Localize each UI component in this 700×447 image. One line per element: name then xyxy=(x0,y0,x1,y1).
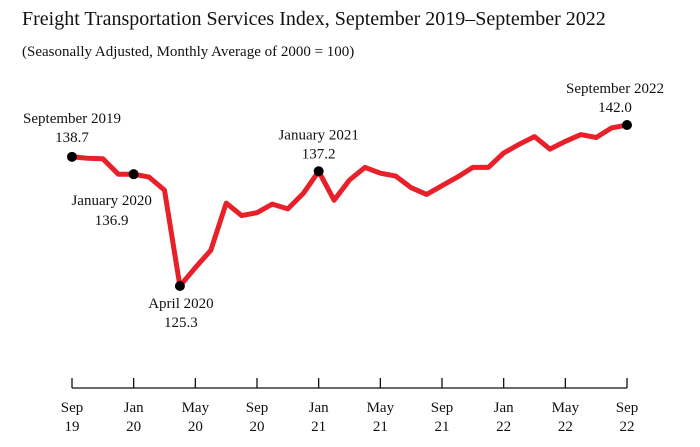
series-line xyxy=(69,122,630,289)
x-tick-label-year: 20 xyxy=(188,419,203,435)
annotation-value: 138.7 xyxy=(55,130,89,146)
annotation-value: 136.9 xyxy=(95,213,129,229)
annotation-label: April 2020 xyxy=(148,296,213,312)
x-tick-label-month: Sep xyxy=(616,400,639,416)
x-tick-label-month: May xyxy=(367,400,395,416)
annotation-value: 125.3 xyxy=(164,315,198,331)
x-tick-label-month: Sep xyxy=(246,400,269,416)
x-tick-label-month: Jan xyxy=(124,400,144,416)
annotation-value: 142.0 xyxy=(598,100,632,116)
chart-subtitle: (Seasonally Adjusted, Monthly Average of… xyxy=(22,44,355,60)
annotation-value: 137.2 xyxy=(302,146,336,162)
x-tick-label-year: 22 xyxy=(620,419,635,435)
x-tick-label-year: 21 xyxy=(435,419,450,435)
annotation-marker xyxy=(128,169,139,180)
x-tick-label-year: 21 xyxy=(373,419,388,435)
x-tick-label-month: Sep xyxy=(431,400,454,416)
annotation-label: January 2020 xyxy=(71,193,151,209)
annotation-marker xyxy=(622,120,632,130)
chart-title: Freight Transportation Services Index, S… xyxy=(22,8,606,30)
annotation-label: September 2022 xyxy=(566,81,664,97)
annotation-marker xyxy=(67,151,77,162)
x-tick-label-year: 20 xyxy=(250,419,265,435)
x-tick-label-month: May xyxy=(182,400,210,416)
x-tick-label-month: May xyxy=(552,400,580,416)
x-tick-label-year: 22 xyxy=(558,419,573,435)
x-tick-label-year: 19 xyxy=(65,419,80,435)
x-tick-label-month: Sep xyxy=(61,400,84,416)
x-tick-label-year: 22 xyxy=(496,419,511,435)
annotation-label: September 2019 xyxy=(23,111,121,127)
annotation-marker xyxy=(174,281,185,291)
annotation-label: January 2021 xyxy=(278,127,358,143)
annotation-marker xyxy=(313,166,324,177)
x-tick-label-month: Jan xyxy=(494,400,514,416)
x-tick-label-year: 21 xyxy=(311,419,326,435)
x-tick-label-year: 20 xyxy=(126,419,141,435)
x-tick-label-month: Jan xyxy=(309,400,329,416)
